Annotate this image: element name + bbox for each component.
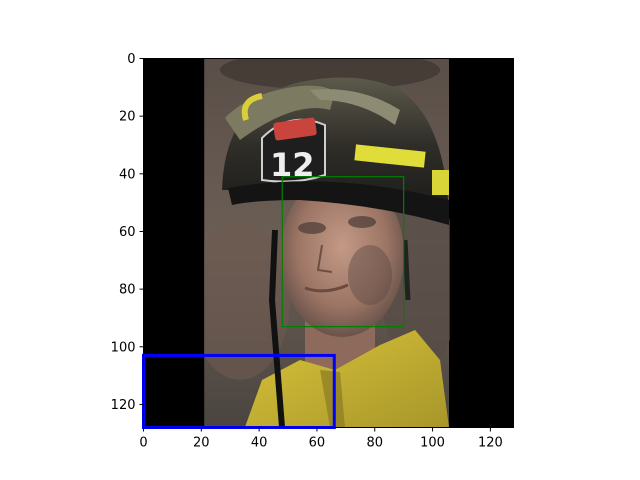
y-tick-label: 60 <box>119 225 136 240</box>
y-axis: 0 20 40 60 80 100 120 <box>111 52 144 413</box>
x-tick-label: 40 <box>251 436 268 451</box>
x-axis: 0 20 40 60 80 100 120 <box>139 427 503 451</box>
x-tick-label: 0 <box>139 436 147 451</box>
y-tick-label: 0 <box>127 52 135 67</box>
x-tick-label: 60 <box>309 436 326 451</box>
y-tick-label: 40 <box>119 167 136 182</box>
y-tick-label: 100 <box>111 340 136 355</box>
x-tick-label: 80 <box>366 436 383 451</box>
axes-frame <box>143 58 514 428</box>
firefighter-portrait-image: 12 <box>204 58 450 428</box>
x-tick-label: 120 <box>478 436 503 451</box>
x-tick-label: 20 <box>193 436 210 451</box>
image-area: 12 <box>143 58 514 428</box>
x-tick-label: 100 <box>420 436 445 451</box>
helmet-number: 12 <box>270 146 315 184</box>
y-tick-label: 20 <box>119 110 136 125</box>
y-tick-label: 120 <box>111 398 136 413</box>
y-tick-label: 80 <box>119 283 136 298</box>
bounding-box-1 <box>281 176 405 328</box>
